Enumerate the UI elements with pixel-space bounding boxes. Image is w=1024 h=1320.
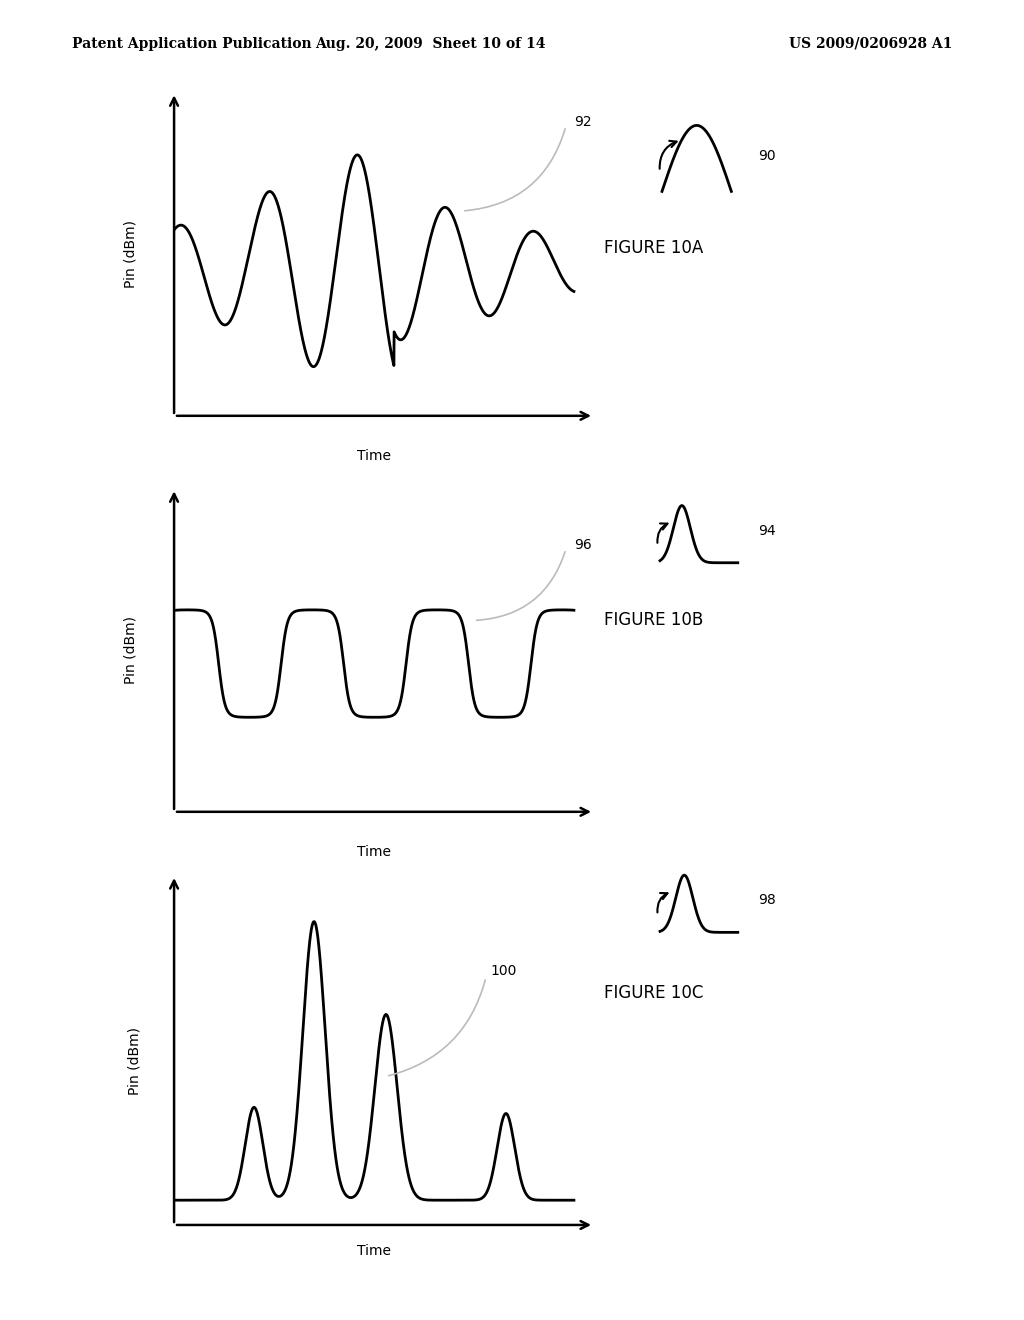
Text: 94: 94 (758, 524, 775, 537)
Text: US 2009/0206928 A1: US 2009/0206928 A1 (788, 37, 952, 51)
Text: 98: 98 (758, 894, 775, 907)
Text: Time: Time (357, 1243, 391, 1258)
Text: FIGURE 10C: FIGURE 10C (604, 983, 703, 1002)
Text: Aug. 20, 2009  Sheet 10 of 14: Aug. 20, 2009 Sheet 10 of 14 (314, 37, 546, 51)
Text: 100: 100 (489, 964, 516, 978)
Text: Time: Time (357, 846, 391, 859)
Text: Patent Application Publication: Patent Application Publication (72, 37, 311, 51)
Text: Time: Time (357, 450, 391, 463)
Text: FIGURE 10B: FIGURE 10B (604, 611, 703, 630)
Text: Pin (dBm): Pin (dBm) (123, 220, 137, 288)
Text: 96: 96 (573, 539, 592, 552)
Text: FIGURE 10A: FIGURE 10A (604, 239, 703, 257)
Text: 90: 90 (758, 149, 775, 162)
Text: 92: 92 (573, 115, 592, 129)
Text: Pin (dBm): Pin (dBm) (123, 616, 137, 684)
Text: Pin (dBm): Pin (dBm) (127, 1027, 141, 1094)
